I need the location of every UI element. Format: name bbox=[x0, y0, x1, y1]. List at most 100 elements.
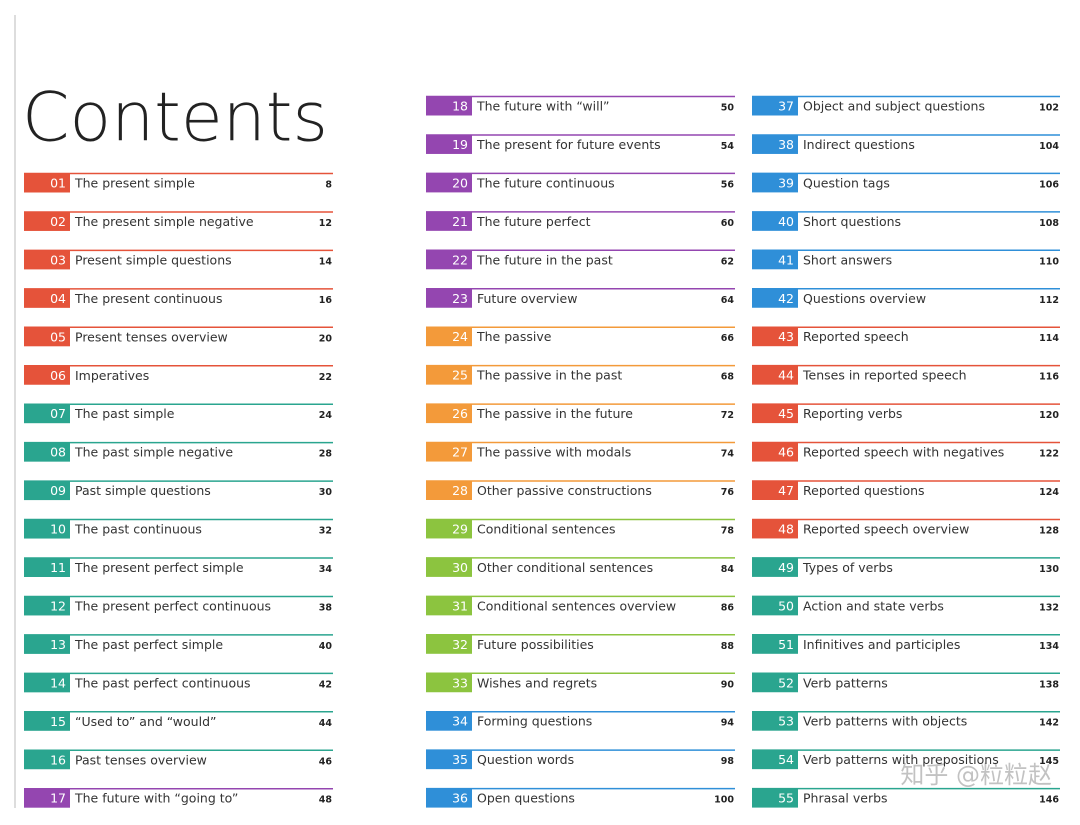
entry-number: 50 bbox=[778, 598, 794, 613]
entry-title: Reported speech overview bbox=[803, 521, 969, 536]
entry-number: 11 bbox=[50, 560, 66, 575]
entry-page: 145 bbox=[1039, 756, 1059, 767]
entry-title: Forming questions bbox=[477, 714, 592, 729]
entry-number: 03 bbox=[50, 252, 66, 267]
entry-page: 130 bbox=[1039, 564, 1059, 575]
number-tab bbox=[24, 711, 70, 731]
entry-page: 24 bbox=[319, 410, 333, 421]
entry-title: Conditional sentences overview bbox=[477, 598, 676, 613]
entry-number: 40 bbox=[778, 214, 794, 229]
entry-title: Imperatives bbox=[75, 368, 149, 383]
entry-number: 39 bbox=[778, 175, 794, 190]
entry-number: 32 bbox=[452, 637, 468, 652]
entry-number: 05 bbox=[50, 329, 66, 344]
entry-page: 88 bbox=[721, 641, 735, 652]
number-tab bbox=[752, 327, 798, 347]
entry-title: Types of verbs bbox=[802, 560, 893, 575]
number-tab bbox=[752, 134, 798, 154]
entry-number: 41 bbox=[778, 252, 794, 267]
number-tab bbox=[426, 519, 472, 539]
number-tab bbox=[24, 634, 70, 654]
entry-page: 60 bbox=[721, 218, 735, 229]
entry-title: Question words bbox=[477, 752, 574, 767]
entry-title: Present simple questions bbox=[75, 252, 232, 267]
entry-page: 90 bbox=[721, 679, 735, 690]
entry-title: The passive in the future bbox=[476, 406, 633, 421]
entry-number: 02 bbox=[50, 214, 66, 229]
entry-page: 146 bbox=[1039, 795, 1059, 806]
entry-page: 32 bbox=[319, 526, 332, 537]
entry-page: 76 bbox=[721, 487, 735, 498]
number-tab bbox=[752, 673, 798, 693]
entry-number: 07 bbox=[50, 406, 66, 421]
entry-page: 100 bbox=[714, 795, 734, 806]
number-tab bbox=[752, 750, 798, 770]
entry-page: 44 bbox=[319, 718, 333, 729]
entry-number: 27 bbox=[452, 445, 468, 460]
entry-page: 120 bbox=[1039, 410, 1059, 421]
entry-title: The present simple negative bbox=[74, 214, 254, 229]
entry-title: Tenses in reported speech bbox=[802, 368, 967, 383]
number-tab bbox=[24, 327, 70, 347]
entry-page: 110 bbox=[1039, 256, 1059, 267]
number-tab bbox=[426, 288, 472, 308]
number-tab bbox=[426, 134, 472, 154]
entry-title: Conditional sentences bbox=[477, 521, 615, 536]
entry-title: Present tenses overview bbox=[75, 329, 228, 344]
entry-title: The present for future events bbox=[476, 137, 661, 152]
entry-page: 122 bbox=[1039, 449, 1059, 460]
entry-number: 17 bbox=[50, 791, 66, 806]
entry-number: 38 bbox=[778, 137, 794, 152]
entry-title: Short questions bbox=[803, 214, 901, 229]
number-tab bbox=[752, 404, 798, 424]
entry-title: Short answers bbox=[803, 252, 892, 267]
number-tab bbox=[752, 519, 798, 539]
entry-number: 52 bbox=[778, 675, 794, 690]
number-tab bbox=[24, 404, 70, 424]
entry-title: The past simple bbox=[74, 406, 175, 421]
entry-number: 18 bbox=[452, 99, 468, 114]
number-tab bbox=[24, 365, 70, 385]
entry-title: Verb patterns bbox=[803, 675, 888, 690]
entry-page: 72 bbox=[721, 410, 734, 421]
entry-page: 46 bbox=[319, 756, 333, 767]
entry-title: The past simple negative bbox=[74, 445, 233, 460]
entry-number: 19 bbox=[452, 137, 468, 152]
entry-page: 50 bbox=[721, 103, 735, 114]
entry-title: Phrasal verbs bbox=[803, 791, 888, 806]
entry-page: 42 bbox=[319, 679, 332, 690]
entry-number: 25 bbox=[452, 368, 468, 383]
number-tab bbox=[752, 634, 798, 654]
number-tab bbox=[426, 211, 472, 231]
entry-number: 42 bbox=[778, 291, 794, 306]
entry-number: 10 bbox=[50, 522, 66, 537]
entry-page: 30 bbox=[319, 487, 333, 498]
number-tab bbox=[24, 558, 70, 577]
number-tab bbox=[24, 519, 70, 539]
entry-title: Object and subject questions bbox=[803, 99, 985, 114]
entry-title: Infinitives and participles bbox=[803, 637, 960, 652]
entry-title: The future with “will” bbox=[476, 99, 610, 114]
entry-title: Reporting verbs bbox=[803, 406, 902, 421]
entry-number: 14 bbox=[50, 675, 66, 690]
entry-title: Question tags bbox=[803, 175, 890, 190]
entry-title: The passive in the past bbox=[476, 368, 622, 383]
entry-number: 26 bbox=[452, 406, 468, 421]
watermark: 知乎 @粒粒赵 bbox=[900, 761, 1052, 789]
number-tab bbox=[426, 365, 472, 385]
number-tab bbox=[426, 788, 472, 808]
entry-page: 54 bbox=[721, 141, 735, 152]
number-tab bbox=[752, 288, 798, 308]
entry-page: 84 bbox=[721, 564, 735, 575]
number-tab bbox=[426, 596, 472, 616]
entry-title: The present perfect simple bbox=[74, 560, 244, 575]
number-tab bbox=[752, 557, 798, 577]
number-tab bbox=[426, 442, 472, 462]
entry-page: 86 bbox=[721, 602, 735, 613]
entry-number: 01 bbox=[50, 176, 66, 191]
entry-page: 102 bbox=[1039, 103, 1059, 114]
number-tab bbox=[24, 250, 70, 270]
entry-number: 31 bbox=[452, 598, 468, 613]
entry-title: The future perfect bbox=[476, 214, 591, 229]
number-tab bbox=[426, 250, 472, 270]
